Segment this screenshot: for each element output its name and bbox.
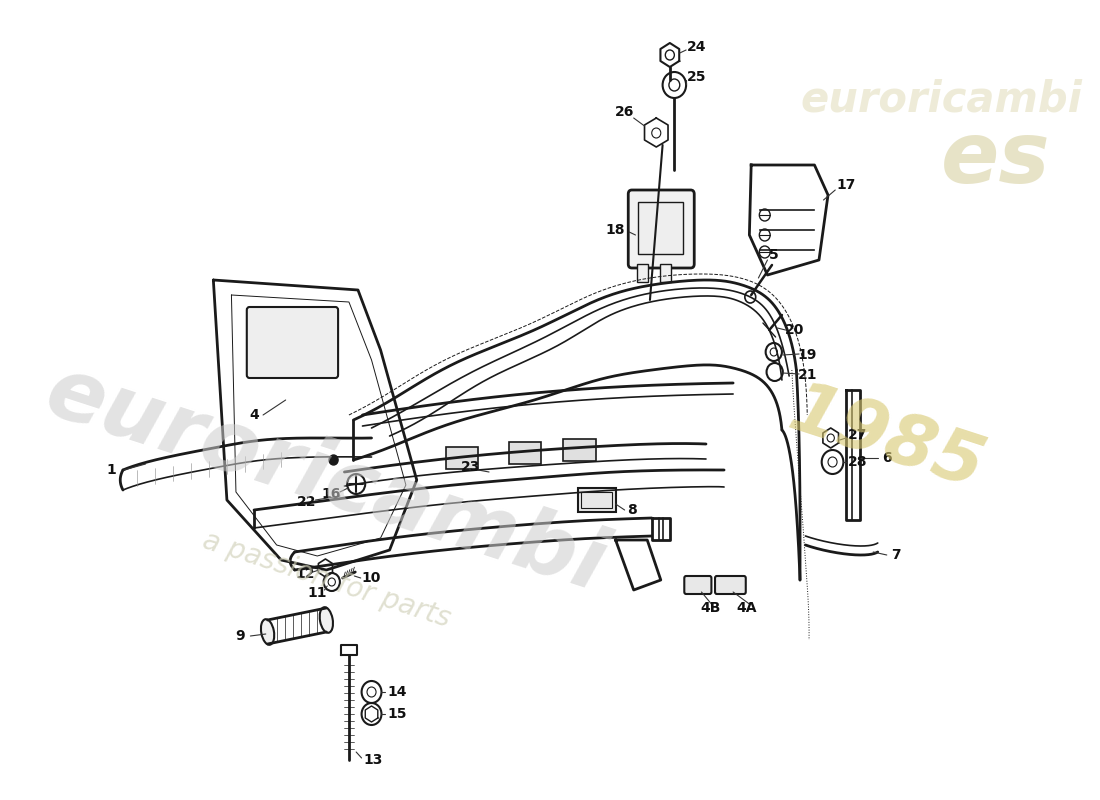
Bar (509, 442, 541, 464)
Text: 14: 14 (387, 685, 407, 699)
Text: 23: 23 (461, 460, 481, 474)
Text: 4B: 4B (701, 601, 721, 615)
Text: 25: 25 (688, 70, 706, 84)
Bar (563, 439, 596, 461)
Ellipse shape (320, 607, 333, 633)
Text: 28: 28 (848, 455, 868, 469)
Text: 6: 6 (882, 451, 892, 465)
Text: 1: 1 (107, 463, 117, 477)
Text: 24: 24 (688, 40, 706, 54)
Text: 18: 18 (606, 223, 625, 237)
Text: 27: 27 (848, 428, 868, 442)
FancyBboxPatch shape (715, 576, 746, 594)
Text: 20: 20 (785, 323, 804, 337)
Bar (446, 447, 478, 469)
Circle shape (329, 455, 338, 465)
Text: 13: 13 (364, 753, 383, 767)
Ellipse shape (261, 619, 274, 645)
Text: 12: 12 (296, 567, 316, 581)
Text: euroricambi: euroricambi (36, 350, 617, 610)
Text: 15: 15 (387, 707, 407, 721)
FancyBboxPatch shape (684, 576, 712, 594)
Text: 1985: 1985 (781, 376, 993, 504)
Text: es: es (940, 118, 1050, 202)
Text: 22: 22 (297, 495, 316, 509)
Text: 10: 10 (362, 571, 382, 585)
Text: 4: 4 (249, 408, 258, 422)
Bar (660, 264, 671, 282)
Text: 8: 8 (627, 503, 637, 517)
Text: 16: 16 (321, 487, 341, 501)
Text: a passion for parts: a passion for parts (199, 526, 454, 634)
FancyBboxPatch shape (246, 307, 338, 378)
Text: 7: 7 (891, 548, 901, 562)
Text: 11: 11 (308, 586, 327, 600)
Text: 17: 17 (836, 178, 856, 192)
Bar (578, 488, 616, 512)
Bar (581, 492, 612, 508)
Text: euroricambi: euroricambi (800, 79, 1082, 121)
FancyBboxPatch shape (628, 190, 694, 268)
Text: 5: 5 (769, 248, 779, 262)
Text: 21: 21 (798, 368, 817, 382)
Text: 4A: 4A (736, 601, 757, 615)
Bar (637, 264, 648, 282)
Bar (638, 202, 683, 254)
Text: 9: 9 (235, 629, 245, 643)
Text: 19: 19 (798, 348, 817, 362)
Text: 26: 26 (615, 105, 635, 119)
